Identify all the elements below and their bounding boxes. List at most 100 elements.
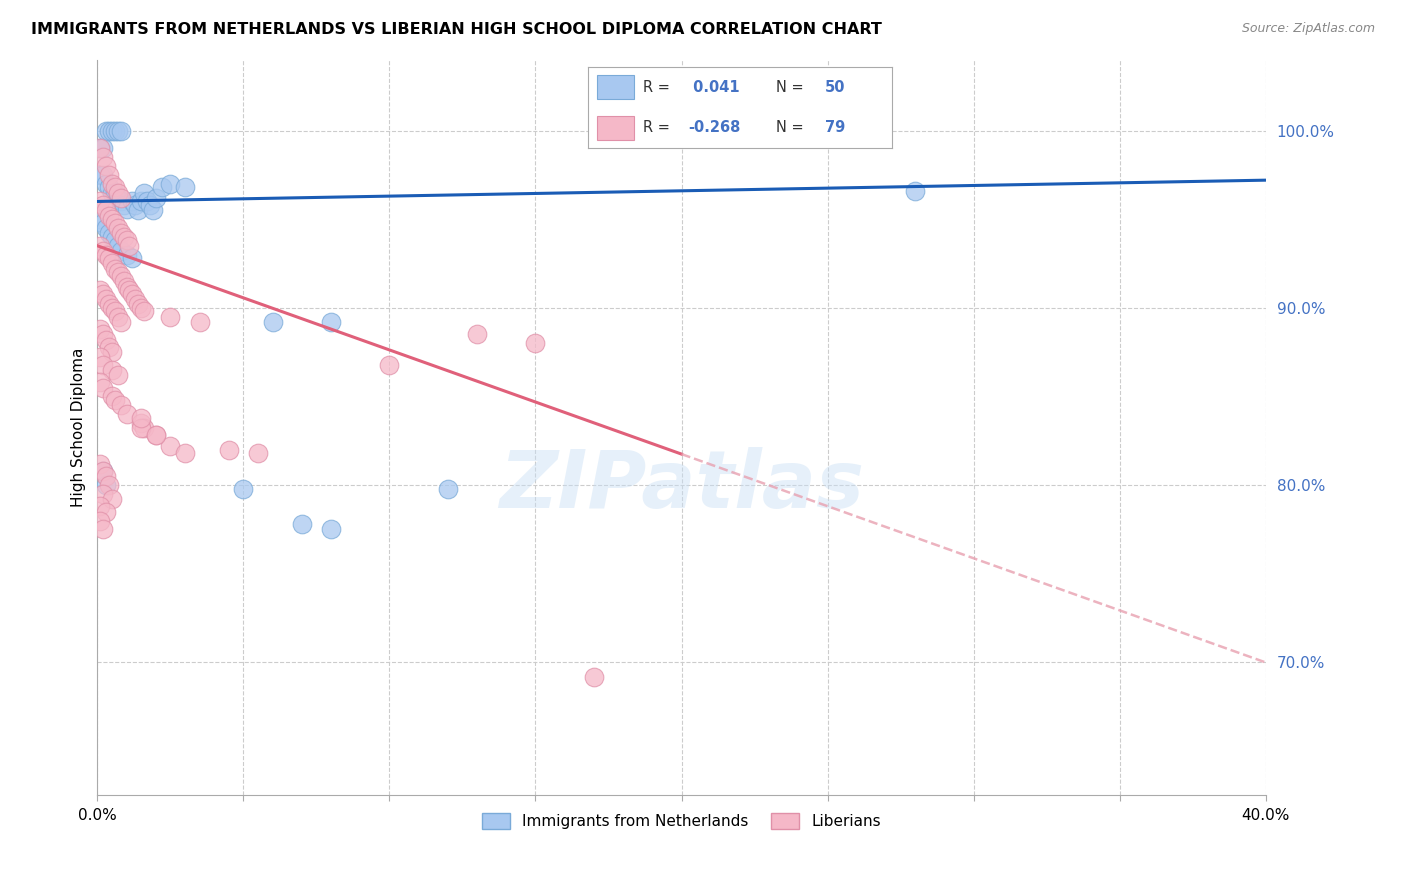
Point xyxy=(104,216,127,230)
Point xyxy=(118,283,141,297)
Point xyxy=(104,123,127,137)
Point xyxy=(188,315,211,329)
Point xyxy=(94,333,117,347)
Point xyxy=(110,194,132,209)
Point xyxy=(150,180,173,194)
Point xyxy=(246,446,269,460)
Point xyxy=(378,358,401,372)
Point xyxy=(98,251,121,265)
Point xyxy=(142,203,165,218)
Point xyxy=(524,336,547,351)
Point xyxy=(94,159,117,173)
Point xyxy=(91,487,114,501)
Point xyxy=(124,292,146,306)
Point xyxy=(89,239,111,253)
Point xyxy=(101,492,124,507)
Point xyxy=(132,304,155,318)
Point xyxy=(107,123,129,137)
Point xyxy=(89,212,111,227)
Point xyxy=(174,446,197,460)
Point xyxy=(91,381,114,395)
Point xyxy=(91,464,114,478)
Point xyxy=(319,523,342,537)
Point xyxy=(110,123,132,137)
Point xyxy=(115,407,138,421)
Point xyxy=(94,292,117,306)
Point xyxy=(262,315,284,329)
Point xyxy=(89,168,111,182)
Y-axis label: High School Diploma: High School Diploma xyxy=(72,348,86,508)
Point xyxy=(110,315,132,329)
Point xyxy=(101,123,124,137)
Point xyxy=(98,180,121,194)
Point xyxy=(129,410,152,425)
Point xyxy=(91,358,114,372)
Point xyxy=(132,186,155,200)
Point xyxy=(127,297,149,311)
Point xyxy=(112,274,135,288)
Point xyxy=(319,315,342,329)
Point xyxy=(98,168,121,182)
Point xyxy=(98,478,121,492)
Point xyxy=(118,239,141,253)
Point xyxy=(101,177,124,191)
Point xyxy=(104,392,127,407)
Point xyxy=(94,177,117,191)
Point xyxy=(98,227,121,241)
Point xyxy=(101,230,124,244)
Point xyxy=(121,286,143,301)
Point xyxy=(89,194,111,209)
Point xyxy=(110,191,132,205)
Point xyxy=(112,230,135,244)
Point xyxy=(98,340,121,354)
Point xyxy=(89,500,111,514)
Point xyxy=(110,244,132,258)
Point xyxy=(107,239,129,253)
Point xyxy=(159,177,181,191)
Point xyxy=(91,168,114,182)
Point xyxy=(91,244,114,258)
Point xyxy=(94,469,117,483)
Point xyxy=(104,180,127,194)
Point xyxy=(112,198,135,212)
Point xyxy=(115,202,138,216)
Point xyxy=(127,203,149,218)
Point xyxy=(107,191,129,205)
Point xyxy=(89,322,111,336)
Point xyxy=(101,212,124,227)
Point xyxy=(91,150,114,164)
Point xyxy=(107,368,129,383)
Point xyxy=(136,194,159,209)
Point xyxy=(98,297,121,311)
Point xyxy=(89,283,111,297)
Point xyxy=(129,301,152,315)
Point xyxy=(94,123,117,137)
Point xyxy=(145,428,167,442)
Point xyxy=(91,464,114,478)
Point xyxy=(115,279,138,293)
Point xyxy=(101,345,124,359)
Point xyxy=(91,523,114,537)
Point xyxy=(129,421,152,435)
Point xyxy=(91,198,114,212)
Point xyxy=(110,268,132,283)
Point xyxy=(115,234,138,248)
Point xyxy=(94,247,117,261)
Point xyxy=(89,141,111,155)
Text: Source: ZipAtlas.com: Source: ZipAtlas.com xyxy=(1241,22,1375,36)
Point xyxy=(904,184,927,198)
Point xyxy=(89,514,111,528)
Point xyxy=(104,186,127,200)
Point xyxy=(107,186,129,200)
Point xyxy=(91,286,114,301)
Point xyxy=(91,216,114,230)
Point xyxy=(129,416,152,430)
Point xyxy=(94,505,117,519)
Point xyxy=(129,194,152,209)
Point xyxy=(91,327,114,342)
Point xyxy=(121,251,143,265)
Point xyxy=(115,247,138,261)
Point xyxy=(110,227,132,241)
Point xyxy=(121,194,143,209)
Point xyxy=(291,517,314,532)
